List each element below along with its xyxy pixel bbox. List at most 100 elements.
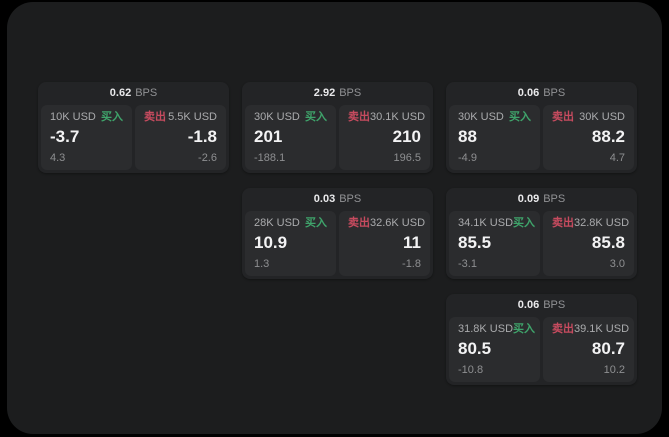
sell-quote-tile[interactable]: 卖出 30.1K USD 210 196.5 [339,105,430,170]
spread-unit: BPS [339,193,362,205]
sell-quote-tile[interactable]: 卖出 32.8K USD 85.8 3.0 [543,211,634,276]
buy-quote-tile[interactable]: 34.1K USD 买入 85.5 -3.1 [449,211,540,276]
sell-side-label: 卖出 [552,323,574,335]
sell-quote-tile[interactable]: 卖出 39.1K USD 80.7 10.2 [543,317,634,382]
spread-unit: BPS [543,193,566,205]
buy-side-label: 买入 [305,217,327,229]
sell-delta: 3.0 [609,258,625,270]
buy-amount: 31.8K USD [458,323,514,335]
buy-quote-tile[interactable]: 30K USD 买入 201 -188.1 [245,105,336,170]
buy-tile-top-row: 30K USD 买入 [254,112,327,123]
sell-amount: 30.1K USD [370,111,426,123]
sell-side-label: 卖出 [144,111,166,123]
buy-side-label: 买入 [101,111,123,123]
buy-delta: -188.1 [254,152,286,164]
sell-price: -1.8 [187,127,217,146]
sell-price: 80.7 [591,339,625,358]
sell-side-label: 卖出 [348,111,370,123]
sell-price: 210 [392,127,421,146]
spread-value: 2.92 [313,87,336,99]
quote-card-body: 30K USD 买入 201 -188.1 卖出 30.1K USD 210 1… [242,105,433,173]
buy-tile-top-row: 10K USD 买入 [50,112,123,123]
sell-quote-tile[interactable]: 卖出 5.5K USD -1.8 -2.6 [135,105,226,170]
buy-tile-top-row: 30K USD 买入 [458,112,531,123]
spread-unit: BPS [135,87,158,99]
buy-delta: -3.1 [458,258,477,270]
spread-header: 0.09 BPS [446,188,637,211]
buy-tile-top-row: 34.1K USD 买入 [458,217,535,229]
buy-price: 10.9 [254,233,288,252]
quote-card: 0.62 BPS 10K USD 买入 -3.7 4.3 卖出 5.5K USD… [38,82,229,173]
spread-header: 0.06 BPS [446,294,637,317]
spread-value: 0.06 [517,87,540,99]
quote-card-body: 10K USD 买入 -3.7 4.3 卖出 5.5K USD -1.8 -2.… [38,105,229,173]
sell-side-label: 卖出 [348,217,370,229]
sell-delta: 196.5 [393,152,421,164]
spread-unit: BPS [339,87,362,99]
buy-quote-tile[interactable]: 30K USD 买入 88 -4.9 [449,105,540,170]
sell-quote-tile[interactable]: 卖出 30K USD 88.2 4.7 [543,105,634,170]
buy-delta: 4.3 [50,152,66,164]
sell-tile-top-row: 卖出 32.8K USD [552,217,629,229]
buy-price: 85.5 [458,233,492,252]
buy-price: 201 [254,127,283,146]
quote-board-panel: 0.62 BPS 10K USD 买入 -3.7 4.3 卖出 5.5K USD… [7,2,662,434]
quote-card-body: 34.1K USD 买入 85.5 -3.1 卖出 32.8K USD 85.8… [446,211,637,279]
sell-price: 88.2 [591,127,625,146]
buy-amount: 30K USD [458,111,504,123]
buy-tile-top-row: 31.8K USD 买入 [458,323,535,335]
buy-side-label: 买入 [513,323,536,335]
quote-card: 0.06 BPS 31.8K USD 买入 80.5 -10.8 卖出 39.1… [446,294,637,385]
buy-price: -3.7 [50,127,80,146]
buy-quote-tile[interactable]: 28K USD 买入 10.9 1.3 [245,211,336,276]
sell-amount: 30K USD [579,111,625,123]
buy-delta: -10.8 [458,364,484,376]
buy-amount: 34.1K USD [458,217,514,229]
sell-delta: -1.8 [402,258,421,270]
buy-side-label: 买入 [305,111,327,123]
sell-tile-top-row: 卖出 5.5K USD [144,112,217,123]
buy-quote-tile[interactable]: 31.8K USD 买入 80.5 -10.8 [449,317,540,382]
buy-delta: 1.3 [254,258,270,270]
quote-card: 0.09 BPS 34.1K USD 买入 85.5 -3.1 卖出 32.8K… [446,188,637,279]
buy-amount: 30K USD [254,111,300,123]
buy-delta: -4.9 [458,152,477,164]
buy-amount: 28K USD [254,217,300,229]
quote-card-body: 31.8K USD 买入 80.5 -10.8 卖出 39.1K USD 80.… [446,317,637,385]
sell-delta: -2.6 [198,152,217,164]
sell-price: 11 [403,233,421,252]
spread-value: 0.09 [517,193,540,205]
sell-side-label: 卖出 [552,111,574,123]
spread-header: 0.03 BPS [242,188,433,211]
sell-side-label: 卖出 [552,217,574,229]
sell-amount: 32.6K USD [370,217,426,229]
quote-card: 0.03 BPS 28K USD 买入 10.9 1.3 卖出 32.6K US… [242,188,433,279]
buy-amount: 10K USD [50,111,96,123]
sell-tile-top-row: 卖出 32.6K USD [348,217,425,229]
sell-delta: 10.2 [603,364,625,376]
spread-value: 0.06 [517,299,540,311]
spread-unit: BPS [543,299,566,311]
spread-header: 0.06 BPS [446,82,637,105]
spread-header: 0.62 BPS [38,82,229,105]
sell-amount: 32.8K USD [574,217,630,229]
sell-quote-tile[interactable]: 卖出 32.6K USD 11 -1.8 [339,211,430,276]
buy-quote-tile[interactable]: 10K USD 买入 -3.7 4.3 [41,105,132,170]
spread-unit: BPS [543,87,566,99]
spread-value: 0.62 [109,87,132,99]
sell-price: 85.8 [591,233,625,252]
buy-price: 80.5 [458,339,492,358]
sell-delta: 4.7 [609,152,625,164]
sell-tile-top-row: 卖出 30K USD [552,112,625,123]
sell-tile-top-row: 卖出 30.1K USD [348,111,425,123]
quote-card: 0.06 BPS 30K USD 买入 88 -4.9 卖出 30K USD 8… [446,82,637,173]
quote-card-body: 30K USD 买入 88 -4.9 卖出 30K USD 88.2 4.7 [446,105,637,173]
buy-side-label: 买入 [509,111,531,123]
sell-tile-top-row: 卖出 39.1K USD [552,323,629,335]
quote-card-body: 28K USD 买入 10.9 1.3 卖出 32.6K USD 11 -1.8 [242,211,433,279]
sell-amount: 5.5K USD [168,111,217,123]
buy-price: 88 [458,127,477,146]
buy-tile-top-row: 28K USD 买入 [254,218,327,229]
quote-card: 2.92 BPS 30K USD 买入 201 -188.1 卖出 30.1K … [242,82,433,173]
spread-header: 2.92 BPS [242,82,433,105]
